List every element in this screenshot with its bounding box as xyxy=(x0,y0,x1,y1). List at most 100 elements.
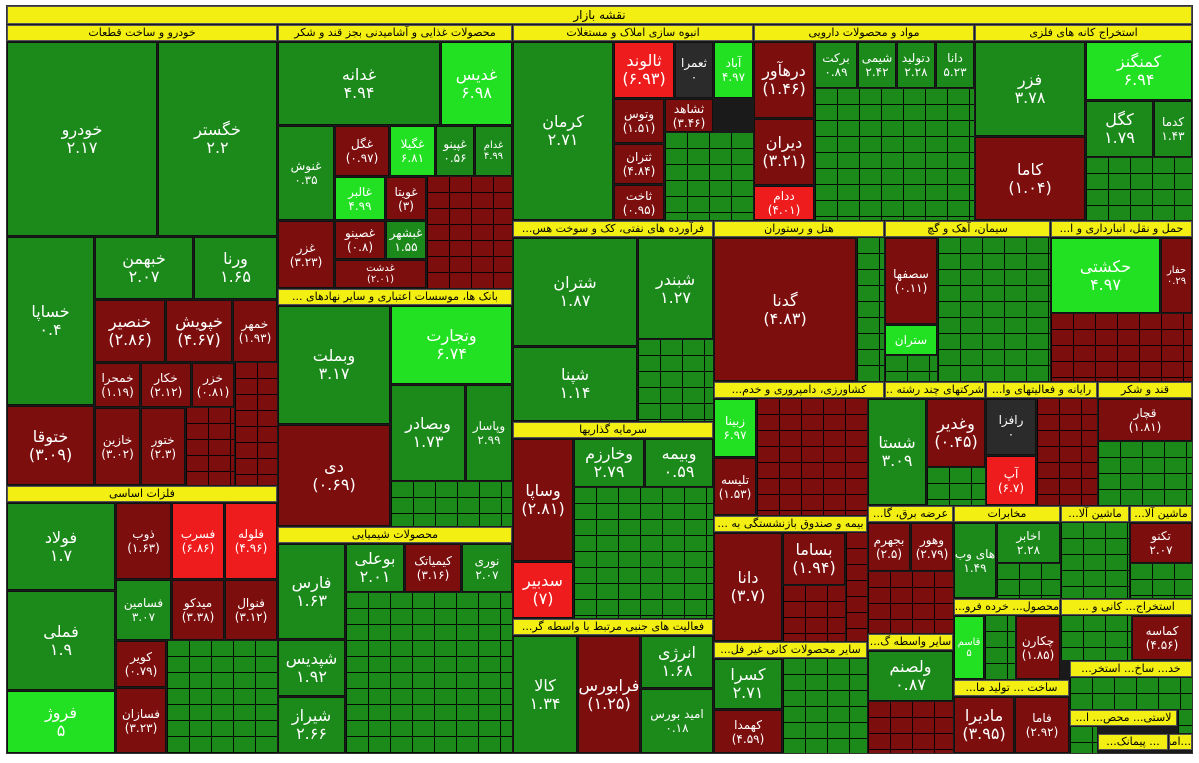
sector-pharma[interactable]: مواد و محصولات دارویی xyxy=(754,25,974,41)
sector-retail[interactable]: محصول... خرده فرو... xyxy=(954,599,1060,615)
small-stocks-cluster[interactable] xyxy=(235,363,277,485)
small-stocks-cluster[interactable] xyxy=(885,356,937,381)
stock-tile[interactable]: ددام (۴.۰۱) xyxy=(754,186,814,220)
sector-machinery[interactable]: ماشین آلا... xyxy=(1061,506,1129,522)
stock-tile[interactable]: خنصیر (۲.۸۶) xyxy=(95,300,165,362)
stock-tile[interactable]: فلوله (۴.۹۶) xyxy=(225,503,277,579)
stock-tile[interactable]: خازین (۳.۰۲) xyxy=(95,408,140,485)
stock-tile[interactable]: فزر ۳.۷۸ xyxy=(975,42,1085,136)
small-stocks-cluster[interactable] xyxy=(1070,678,1192,709)
sector-realestate[interactable]: انبوه سازی املاک و مستغلات xyxy=(513,25,753,41)
small-stocks-cluster[interactable] xyxy=(427,177,512,288)
small-stocks-cluster[interactable] xyxy=(1061,616,1131,660)
stock-tile[interactable]: شپدیس ۱.۹۲ xyxy=(278,640,345,696)
stock-tile[interactable]: وهور (۲.۷۹) xyxy=(911,523,953,571)
sector-auto[interactable]: خودرو و ساخت قطعات xyxy=(7,25,277,41)
sector-insurance[interactable]: بیمه و صندوق بازنشستگی به ... xyxy=(714,516,867,532)
stock-tile[interactable]: غنوش ۰.۳۵ xyxy=(278,126,334,220)
sector-food[interactable]: محصولات غذایی و آشامیدنی بجز قند و شکر xyxy=(278,25,512,41)
stock-tile[interactable]: تلیسه (۱.۵۳) xyxy=(714,458,756,515)
stock-tile[interactable]: غدیس ۶.۹۸ xyxy=(441,42,512,125)
sector-construct[interactable]: ساخت ... تولید ما... xyxy=(954,680,1069,696)
stock-tile[interactable]: فسرب (۶.۸۶) xyxy=(172,503,224,579)
sector-sugar[interactable]: قند و شکر xyxy=(1098,382,1192,398)
stock-tile[interactable]: وپاسار ۲.۹۹ xyxy=(466,385,512,481)
sector-multi[interactable]: شرکتهای چند رشته ... xyxy=(885,382,985,398)
sector-banks[interactable]: بانک ها، موسسات اعتباری و سایر نهادهای .… xyxy=(278,289,512,305)
stock-tile[interactable]: ورنا ۱.۶۵ xyxy=(194,237,277,299)
stock-tile[interactable]: دی (۰.۶۹) xyxy=(278,425,390,526)
stock-tile[interactable]: ذوب (۱.۶۳) xyxy=(116,503,171,579)
stock-tile[interactable]: سصفها (۰.۱۱) xyxy=(885,238,937,324)
stock-tile[interactable]: غدشت (۲.۰۱) xyxy=(335,260,426,288)
sector-oil[interactable]: فرآورده های نفتی، کک و سوخت هس... xyxy=(513,221,713,237)
small-stocks-cluster[interactable] xyxy=(1070,727,1097,753)
small-stocks-cluster[interactable] xyxy=(1130,564,1192,598)
stock-tile[interactable]: وبملت ۳.۱۷ xyxy=(278,306,390,424)
stock-tile[interactable]: امید بورس ۰.۱۸ xyxy=(641,689,713,753)
stock-tile[interactable]: سدبیر (۷) xyxy=(513,562,573,618)
stock-tile[interactable]: خودرو ۲.۱۷ xyxy=(7,42,157,236)
stock-tile[interactable]: بجهرم (۲.۵) xyxy=(868,523,910,571)
sector-transport[interactable]: حمل و نقل، انبارداری و ا... xyxy=(1051,221,1192,237)
small-stocks-cluster[interactable] xyxy=(757,399,867,515)
sector-small-3[interactable]: ... پیمانک... xyxy=(1098,734,1168,750)
stock-tile[interactable]: میدکو (۳.۳۸) xyxy=(172,580,224,640)
stock-tile[interactable]: خمهر (۱.۹۳) xyxy=(233,300,277,362)
stock-tile[interactable]: غدانه ۴.۹۴ xyxy=(278,42,440,125)
stock-tile[interactable]: حکشتی ۴.۹۷ xyxy=(1051,238,1160,313)
small-stocks-cluster[interactable] xyxy=(857,238,884,381)
stock-tile[interactable]: زبینا ۶.۹۷ xyxy=(714,399,756,457)
stock-tile[interactable]: آپ (۶.۷) xyxy=(986,456,1036,505)
stock-tile[interactable]: غبشهر ۱.۵۵ xyxy=(386,221,426,259)
stock-tile[interactable]: غگیلا ۶.۸۱ xyxy=(390,126,435,176)
stock-tile[interactable]: گدنا (۴.۸۳) xyxy=(714,238,856,381)
stock-tile[interactable]: خمحرا (۱.۱۹) xyxy=(95,363,140,407)
sector-other-fin[interactable]: سایر واسطه گ... xyxy=(868,634,953,650)
stock-tile[interactable]: کسرا ۲.۷۱ xyxy=(714,659,782,709)
small-stocks-cluster[interactable] xyxy=(783,659,867,753)
stock-tile[interactable]: خگستر ۲.۲ xyxy=(158,42,277,236)
small-stocks-cluster[interactable] xyxy=(868,702,953,753)
stock-tile[interactable]: وبصادر ۱.۷۳ xyxy=(391,385,465,481)
stock-tile[interactable]: ختور (۲.۳) xyxy=(141,408,185,485)
small-stocks-cluster[interactable] xyxy=(665,133,753,220)
sector-mining-metal[interactable]: استخراج کانه های فلزی xyxy=(975,25,1192,41)
sector-telecom[interactable]: مخابرات xyxy=(954,506,1060,522)
stock-tile[interactable]: انرژی ۱.۶۸ xyxy=(641,636,713,688)
stock-tile[interactable]: کماسه (۴.۵۶) xyxy=(1132,616,1192,660)
stock-tile[interactable]: وغدیر (۰.۴۵) xyxy=(927,399,985,467)
sector-it[interactable]: رایانه و فعالیتهای وا... xyxy=(986,382,1097,398)
sector-chemical[interactable]: محصولات شیمیایی xyxy=(278,527,512,543)
small-stocks-cluster[interactable] xyxy=(167,641,277,753)
stock-tile[interactable]: غگل (۰.۹۷) xyxy=(335,126,389,176)
stock-tile[interactable]: کالا ۱.۳۴ xyxy=(513,636,577,753)
sector-investment[interactable]: سرمایه گذاریها xyxy=(513,422,713,438)
stock-tile[interactable]: غزر (۳.۲۳) xyxy=(278,221,334,288)
stock-tile[interactable]: چکارن (۱.۸۵) xyxy=(1016,616,1060,679)
small-stocks-cluster[interactable] xyxy=(1037,399,1097,505)
stock-tile[interactable]: وساپا (۲.۸۱) xyxy=(513,439,573,561)
stock-tile[interactable]: غصینو (۰.۸) xyxy=(335,221,385,259)
small-stocks-cluster[interactable] xyxy=(391,482,512,526)
stock-tile[interactable]: فرابورس (۱.۲۵) xyxy=(578,636,640,753)
stock-tile[interactable]: مادیرا (۳.۹۵) xyxy=(954,697,1014,753)
stock-tile[interactable]: بساما (۱.۹۴) xyxy=(783,533,845,585)
stock-tile[interactable]: فروژ ۵ xyxy=(7,691,115,753)
stock-tile[interactable]: فملی ۱.۹ xyxy=(7,591,115,690)
stock-tile[interactable]: ثشاهد (۳.۴۶) xyxy=(665,99,713,132)
stock-tile[interactable]: شبندر ۱.۲۷ xyxy=(638,238,713,339)
stock-tile[interactable]: ثاخت (۰.۹۵) xyxy=(614,185,664,220)
stock-tile[interactable]: خبهمن ۲.۰۷ xyxy=(95,237,193,299)
small-stocks-cluster[interactable] xyxy=(868,572,953,633)
stock-tile[interactable]: دانا ۵.۲۳ xyxy=(936,42,974,88)
small-stocks-cluster[interactable] xyxy=(346,593,512,753)
stock-tile[interactable]: غویتا (۳) xyxy=(386,177,426,220)
sector-small-1[interactable]: خد... ساخ... استخر... xyxy=(1070,661,1192,677)
small-stocks-cluster[interactable] xyxy=(1051,314,1192,381)
stock-tile[interactable]: فولاد ۱.۷ xyxy=(7,503,115,590)
stock-tile[interactable]: شیراز ۲.۶۶ xyxy=(278,697,345,753)
sector-nonmetal[interactable]: سایر محصولات کانی غیر فل... xyxy=(714,642,867,658)
stock-tile[interactable]: کرمان ۲.۷۱ xyxy=(513,42,613,220)
sector-basic-metals[interactable]: فلزات اساسی xyxy=(7,486,277,502)
